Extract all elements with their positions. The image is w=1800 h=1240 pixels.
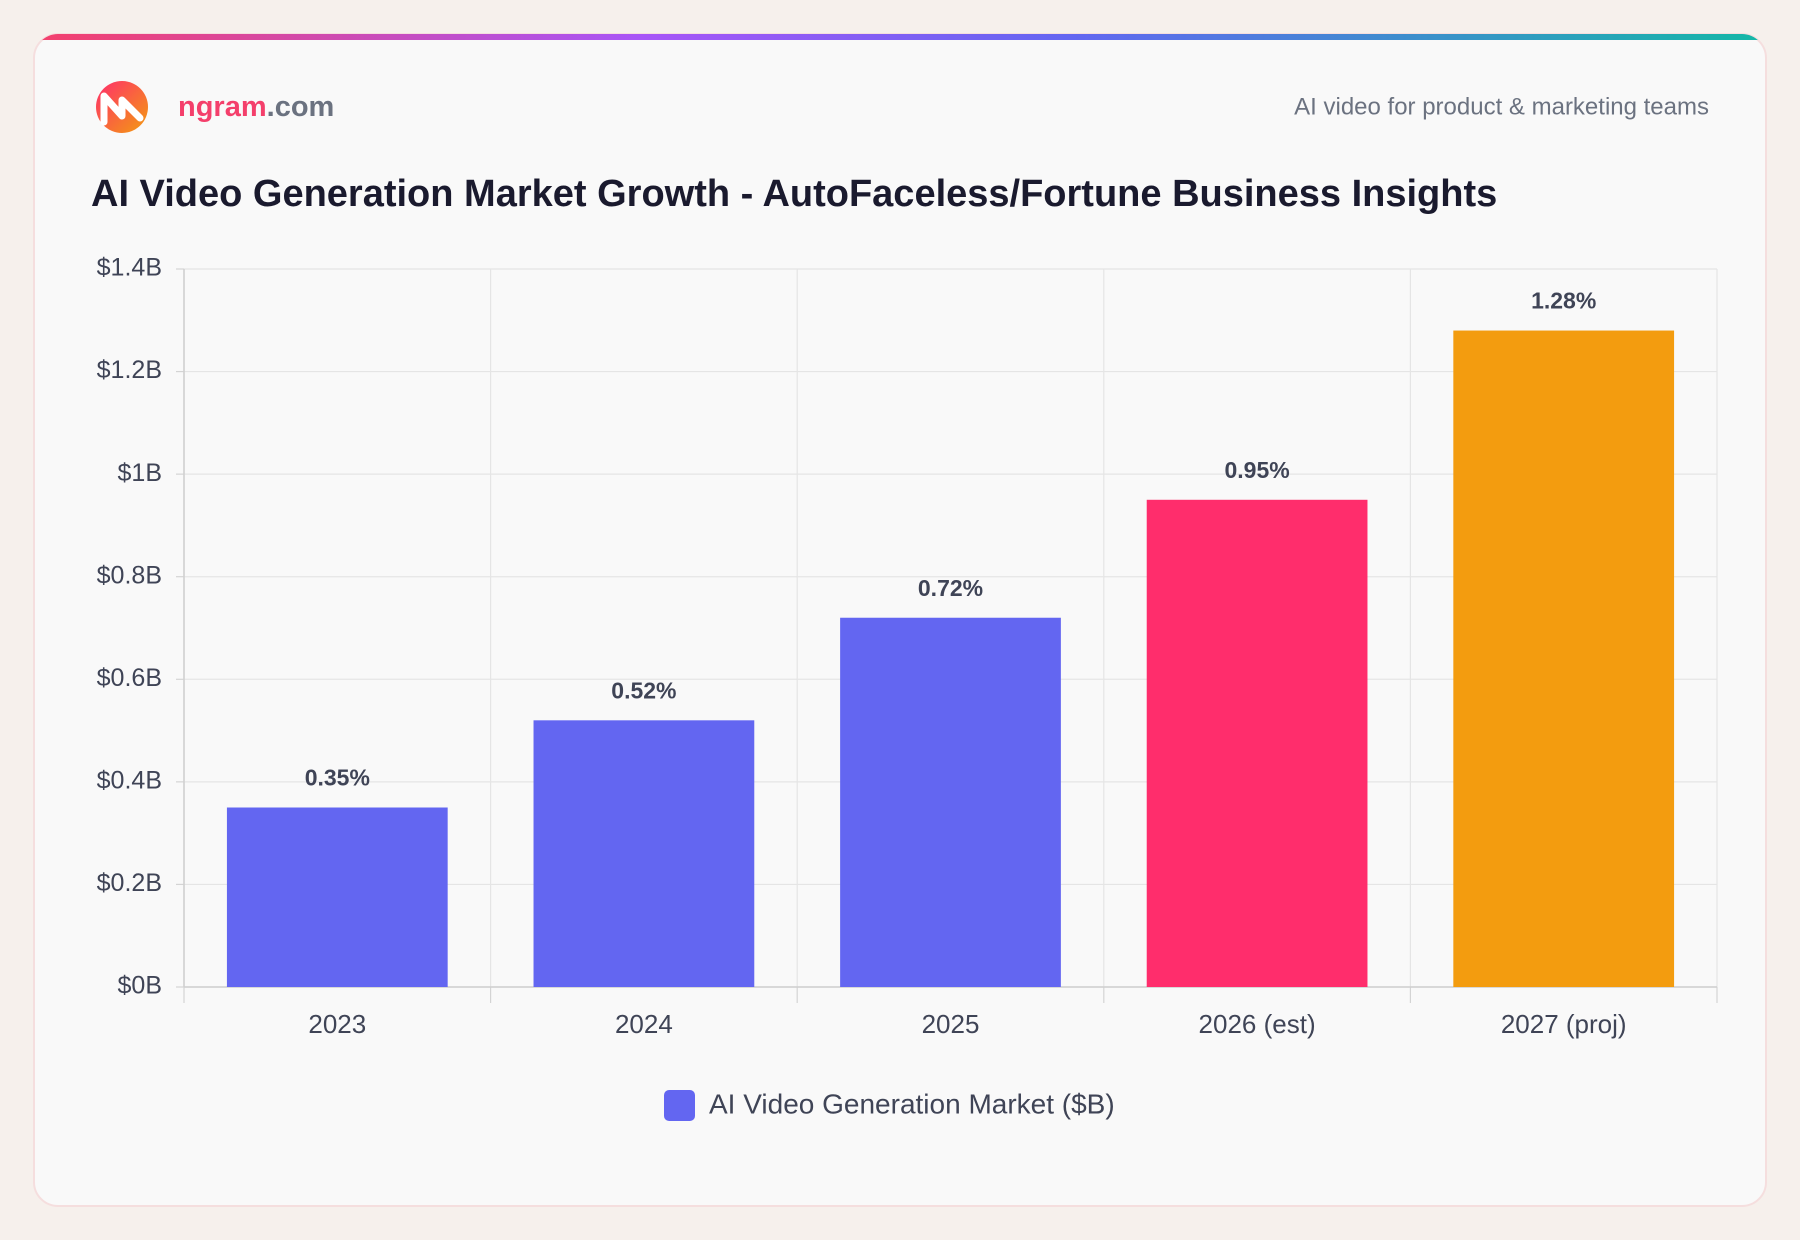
value-label: 0.35% <box>305 765 370 791</box>
value-label: 0.95% <box>1224 457 1289 483</box>
y-tick-label: $1B <box>118 459 162 487</box>
bar <box>226 807 448 987</box>
y-tick-label: $0.6B <box>97 664 162 692</box>
legend-swatch <box>664 1090 695 1121</box>
x-tick-label: 2023 <box>308 1009 366 1039</box>
logo-mark <box>100 92 144 126</box>
y-tick-label: $0B <box>118 972 162 1000</box>
value-label: 1.28% <box>1531 288 1596 314</box>
y-tick-label: $0.4B <box>97 766 162 794</box>
x-tick-label: 2027 (proj) <box>1501 1009 1627 1039</box>
bar <box>533 720 755 987</box>
y-tick-label: $1.2B <box>97 356 162 384</box>
x-tick-label: 2025 <box>922 1009 980 1039</box>
bar <box>1146 499 1368 987</box>
value-label: 0.52% <box>611 677 676 703</box>
brand-name: ngram <box>178 91 267 123</box>
x-tick-label: 2026 (est) <box>1199 1009 1316 1039</box>
bar <box>1453 330 1675 987</box>
value-label: 0.72% <box>918 575 983 601</box>
y-tick-label: $0.8B <box>97 561 162 589</box>
y-tick-label: $0.2B <box>97 869 162 897</box>
bar <box>840 617 1061 987</box>
brand: ngram.com <box>178 91 334 123</box>
chart-title: AI Video Generation Market Growth - Auto… <box>91 173 1497 215</box>
y-tick-label: $1.4B <box>97 254 162 282</box>
top-stripe <box>34 34 1766 40</box>
x-tick-label: 2024 <box>615 1009 673 1039</box>
brand-domain: .com <box>267 91 335 123</box>
legend-label: AI Video Generation Market ($B) <box>709 1088 1115 1119</box>
tagline: AI video for product & marketing teams <box>1294 93 1709 120</box>
